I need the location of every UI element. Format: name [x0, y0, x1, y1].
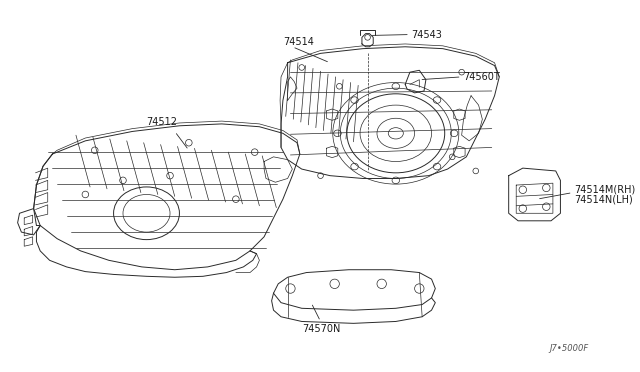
Text: 74514N(LH): 74514N(LH): [575, 194, 634, 204]
Text: 74514M(RH): 74514M(RH): [575, 185, 636, 195]
Text: 74512: 74512: [147, 117, 177, 127]
Text: 74543: 74543: [411, 29, 442, 39]
Text: 74560T: 74560T: [463, 72, 500, 82]
Text: J7•5000F: J7•5000F: [549, 344, 589, 353]
Text: 74570N: 74570N: [301, 324, 340, 334]
Text: 74514: 74514: [283, 37, 314, 47]
